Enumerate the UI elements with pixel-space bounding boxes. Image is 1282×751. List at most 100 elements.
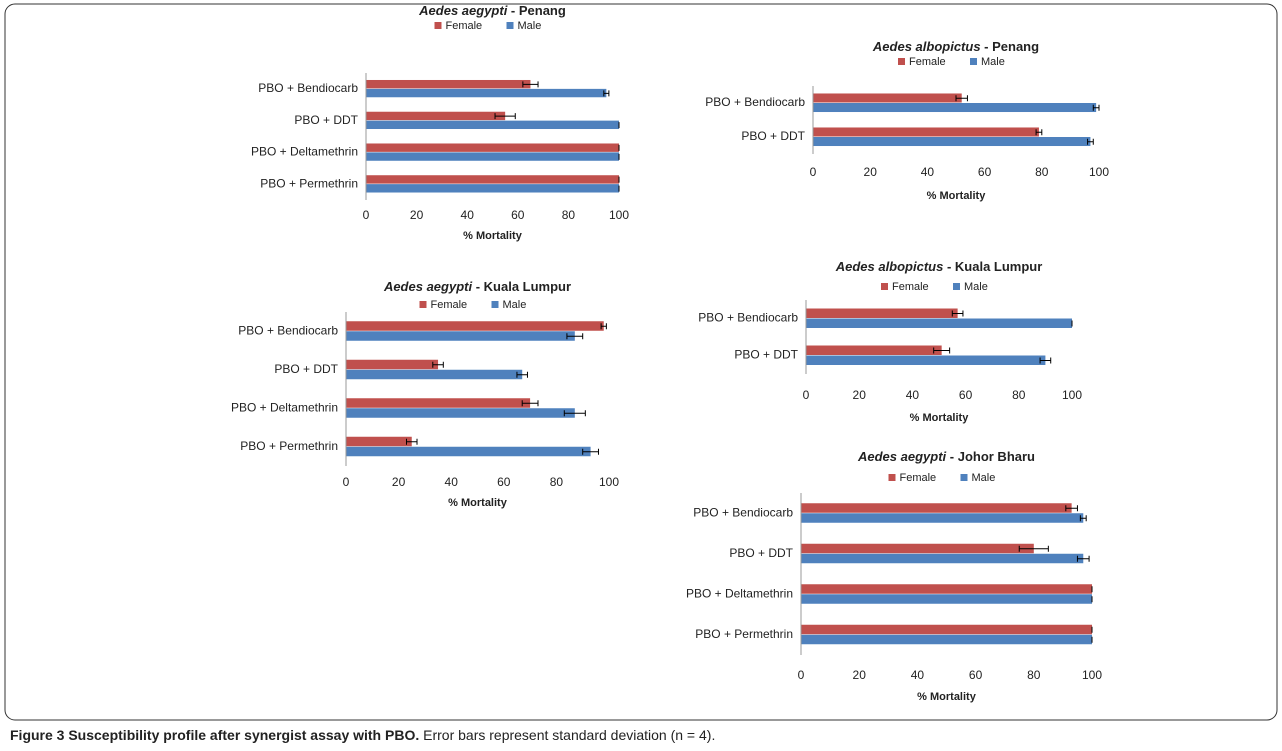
x-axis-label: % Mortality bbox=[917, 691, 977, 703]
x-axis-label: % Mortality bbox=[927, 190, 987, 202]
title-part: Aedes aegypti bbox=[857, 449, 947, 464]
bar bbox=[346, 446, 591, 457]
bar bbox=[346, 321, 604, 331]
error-bar bbox=[516, 371, 528, 378]
category-label: PBO + Bendiocarb bbox=[693, 505, 793, 519]
legend-swatch bbox=[888, 474, 896, 481]
error-bar bbox=[522, 81, 539, 88]
x-tick-label: 100 bbox=[599, 475, 619, 489]
title-part: Aedes aegypti bbox=[383, 279, 473, 294]
bar bbox=[806, 308, 958, 318]
category-label: PBO + Deltamethrin bbox=[251, 145, 358, 159]
caption-label: Figure 3 Susceptibility profile after sy… bbox=[10, 727, 419, 743]
title-part: Aedes aegypti bbox=[418, 3, 508, 18]
x-tick-label: 40 bbox=[921, 165, 935, 179]
title-part: - Kuala Lumpur bbox=[472, 279, 571, 294]
error-bar bbox=[1035, 129, 1043, 136]
bar bbox=[813, 93, 962, 103]
error-bar bbox=[933, 347, 951, 354]
chart-title: Aedes albopictus - Kuala Lumpur bbox=[835, 259, 1043, 274]
category-label: PBO + Bendiocarb bbox=[238, 323, 338, 337]
error-bar bbox=[1076, 555, 1090, 562]
x-tick-label: 60 bbox=[497, 475, 511, 489]
bar bbox=[366, 175, 619, 184]
x-tick-label: 40 bbox=[906, 388, 920, 402]
x-tick-label: 60 bbox=[978, 165, 992, 179]
bar bbox=[366, 152, 619, 161]
bar bbox=[813, 103, 1097, 113]
category-label: PBO + Bendiocarb bbox=[698, 311, 798, 325]
x-tick-label: 60 bbox=[959, 388, 973, 402]
x-tick-label: 80 bbox=[562, 208, 576, 222]
x-tick-label: 80 bbox=[1027, 668, 1041, 682]
error-bar bbox=[521, 400, 539, 407]
bar bbox=[346, 359, 439, 370]
caption-text: Error bars represent standard deviation … bbox=[423, 727, 715, 743]
bar bbox=[813, 137, 1091, 147]
legend-swatch bbox=[953, 283, 960, 290]
x-axis-label: % Mortality bbox=[463, 230, 523, 242]
bar bbox=[366, 143, 619, 152]
bar bbox=[346, 369, 523, 380]
legend-swatch bbox=[881, 283, 888, 290]
bar bbox=[366, 88, 607, 98]
bar bbox=[346, 398, 531, 408]
bar bbox=[801, 634, 1092, 645]
bar bbox=[366, 79, 531, 89]
bar bbox=[801, 553, 1084, 564]
legend-label: Female bbox=[900, 472, 937, 484]
chart-title: Aedes albopictus - Penang bbox=[872, 39, 1039, 54]
legend-swatch bbox=[960, 474, 968, 481]
error-bar bbox=[1039, 357, 1052, 364]
error-bar bbox=[563, 410, 586, 417]
chart-title: Aedes aegypti - Kuala Lumpur bbox=[383, 279, 571, 294]
category-label: PBO + DDT bbox=[729, 546, 793, 560]
title-part: Aedes albopictus bbox=[872, 39, 981, 54]
chart-title: Aedes aegypti - Johor Bharu bbox=[857, 449, 1035, 464]
error-bar bbox=[600, 323, 607, 330]
legend-label: Female bbox=[909, 56, 946, 68]
error-bar bbox=[432, 361, 444, 368]
error-bar bbox=[955, 95, 968, 102]
x-tick-label: 20 bbox=[864, 165, 878, 179]
bar bbox=[366, 184, 619, 193]
error-bar bbox=[1087, 138, 1094, 145]
x-tick-label: 0 bbox=[798, 668, 805, 682]
x-axis-label: % Mortality bbox=[448, 497, 508, 509]
bar bbox=[346, 331, 575, 341]
x-tick-label: 0 bbox=[810, 165, 817, 179]
frame bbox=[4, 3, 1278, 721]
x-tick-label: 60 bbox=[511, 208, 525, 222]
title-part: - Kuala Lumpur bbox=[943, 259, 1042, 274]
category-label: PBO + Deltamethrin bbox=[231, 400, 338, 414]
error-bar bbox=[951, 310, 964, 317]
legend-label: Male bbox=[964, 281, 988, 293]
bar bbox=[366, 111, 506, 121]
x-tick-label: 80 bbox=[550, 475, 564, 489]
bar bbox=[801, 543, 1034, 554]
title-part: Aedes albopictus bbox=[835, 259, 944, 274]
bar bbox=[806, 318, 1072, 328]
legend-label: Female bbox=[892, 281, 929, 293]
error-bar bbox=[603, 90, 610, 97]
bar bbox=[801, 624, 1092, 635]
legend-label: Female bbox=[446, 20, 483, 32]
error-bar bbox=[1079, 515, 1087, 522]
error-bar bbox=[405, 438, 418, 445]
legend-swatch bbox=[898, 58, 905, 65]
category-label: PBO + Bendiocarb bbox=[705, 95, 805, 109]
bar bbox=[801, 594, 1092, 604]
legend-label: Male bbox=[518, 20, 542, 32]
category-label: PBO + DDT bbox=[274, 362, 338, 376]
x-tick-label: 100 bbox=[1089, 165, 1109, 179]
bar bbox=[366, 120, 619, 130]
category-label: PBO + Permethrin bbox=[695, 627, 793, 641]
bar bbox=[346, 436, 412, 447]
bar bbox=[801, 513, 1084, 523]
bar bbox=[806, 355, 1046, 365]
bar bbox=[806, 345, 942, 355]
legend-swatch bbox=[434, 22, 442, 29]
error-bar bbox=[582, 448, 599, 455]
